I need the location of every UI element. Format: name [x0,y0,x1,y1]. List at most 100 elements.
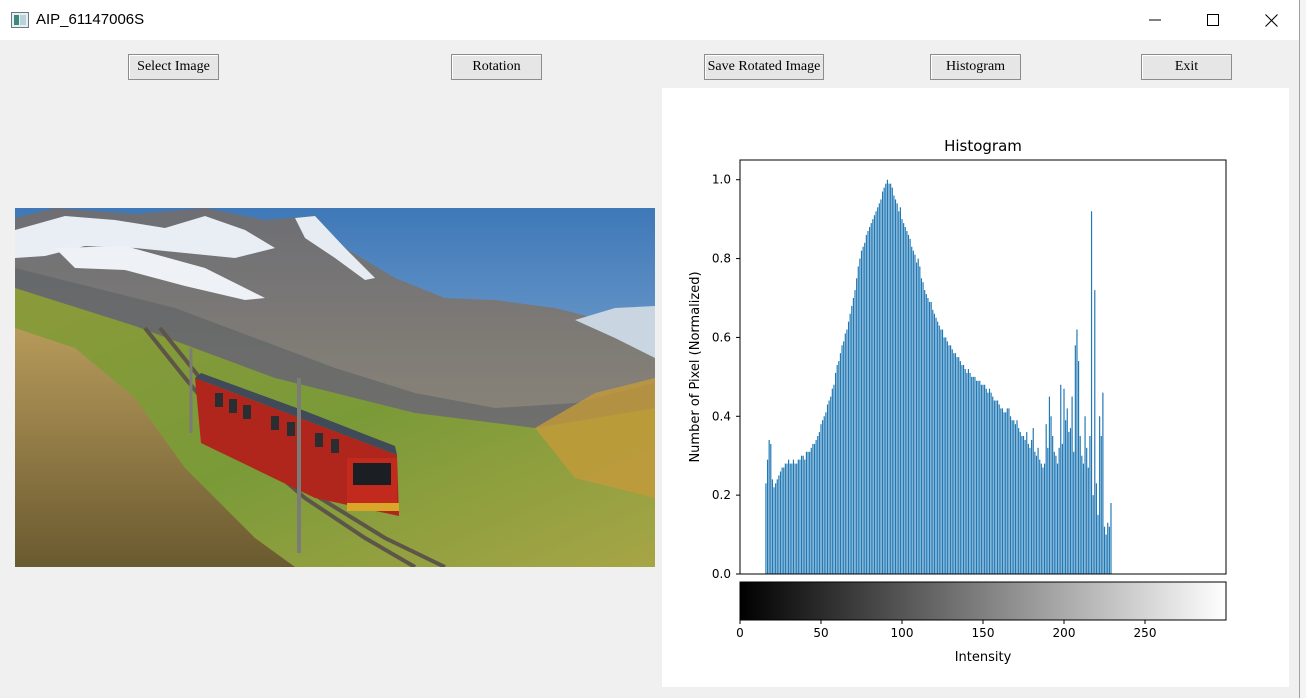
histogram-bar [953,353,955,574]
histogram-bar [930,301,932,574]
histogram-bar [959,361,961,574]
histogram-bar [1037,447,1039,574]
histogram-bar [1087,467,1089,574]
histogram-bar [894,199,897,574]
histogram-bar [1035,455,1038,574]
histogram-bar [914,254,916,574]
y-axis-label: Number of Pixel (Normalized) [688,271,703,462]
histogram-bar [966,372,968,574]
histogram-bar [859,258,861,574]
histogram-bar [1000,408,1002,574]
histogram-bar [1050,416,1052,574]
histogram-bar [867,230,869,574]
maximize-button[interactable] [1184,0,1242,40]
histogram-bar [781,467,783,574]
histogram-bar [935,317,937,574]
histogram-bar [812,443,814,574]
histogram-bar [943,337,945,574]
histogram-bar [1086,447,1088,574]
histogram-bar [1043,463,1046,574]
histogram-bar [997,400,999,574]
histogram-bar [954,353,957,574]
histogram-bar [1102,392,1104,574]
histogram-bar [809,451,811,574]
histogram-button[interactable]: Histogram [930,54,1021,80]
histogram-bar [1052,436,1054,574]
histogram-bar [974,376,976,574]
histogram-bar [1021,436,1023,574]
exit-button[interactable]: Exit [1141,54,1232,80]
histogram-bar [1019,432,1021,574]
histogram-bar [1110,503,1112,574]
histogram-bar [770,443,772,574]
select-image-button[interactable]: Select Image [128,54,219,80]
histogram-bar [854,290,856,574]
y-tick-label: 0.4 [712,409,731,423]
histogram-bar [1006,408,1008,574]
histogram-bar [1094,290,1096,574]
histogram-bar [1003,412,1005,574]
histogram-bar [849,313,851,574]
histogram-bar [1055,455,1057,574]
histogram-bar [924,290,926,574]
histogram-bar [1107,522,1109,574]
histogram-bar [833,384,835,574]
histogram-bar [898,211,900,574]
histogram-bar [873,215,876,574]
histogram-bar [909,238,911,575]
y-tick-label: 1.0 [712,173,731,187]
histogram-bar [883,187,885,574]
histogram-bar [846,329,848,574]
save-rotated-image-button[interactable]: Save Rotated Image [704,54,824,80]
histogram-bar [988,388,991,574]
histogram-bar [865,234,867,574]
histogram-bar [766,459,769,574]
minimize-button[interactable] [1126,0,1184,40]
histogram-bar [805,451,808,574]
title-bar[interactable]: AIP_61147006S [0,0,1299,40]
histogram-bar [928,301,931,574]
histogram-bar [838,361,840,574]
histogram-bar [995,400,997,574]
histogram-bar [1103,526,1106,574]
desktop-edge [1300,0,1306,698]
histogram-bar [1065,420,1067,574]
histogram-bar [1040,463,1042,574]
rotation-button[interactable]: Rotation [451,54,542,80]
histogram-bar [765,483,767,574]
histogram-bar [1078,361,1080,574]
histogram-bar [830,396,832,574]
histogram-bar [919,266,921,574]
histogram-bar [870,223,872,574]
histogram-bar [792,459,795,574]
histogram-bar [907,234,910,574]
histogram-bar [1066,408,1068,574]
histogram-bar [775,483,777,574]
histogram-bar [962,365,965,574]
histogram-bar [788,459,790,574]
histogram-bar [804,459,806,574]
histogram-bar [802,455,804,574]
histogram-bar [875,211,877,574]
histogram-bar [843,341,845,574]
histogram-bar [1032,428,1034,574]
histogram-bar [917,258,919,574]
histogram-bar [779,471,782,574]
histogram-bar [993,400,995,574]
histogram-bar [826,404,829,574]
histogram-bar [956,357,958,574]
histogram-bar [1099,416,1101,574]
window-app-icon [11,12,29,28]
histogram-bar [906,230,908,574]
histogram-bar [886,179,889,574]
histogram-bar [1095,483,1097,574]
histogram-bar [1016,420,1018,574]
histogram-bar [946,341,948,574]
histogram-bar [1097,514,1099,574]
histogram-bar [776,479,778,574]
histogram-bar [985,388,987,574]
histogram-bar [964,368,966,574]
close-button[interactable] [1242,0,1300,40]
histogram-bar [815,439,817,574]
plot-frame [739,159,1227,575]
